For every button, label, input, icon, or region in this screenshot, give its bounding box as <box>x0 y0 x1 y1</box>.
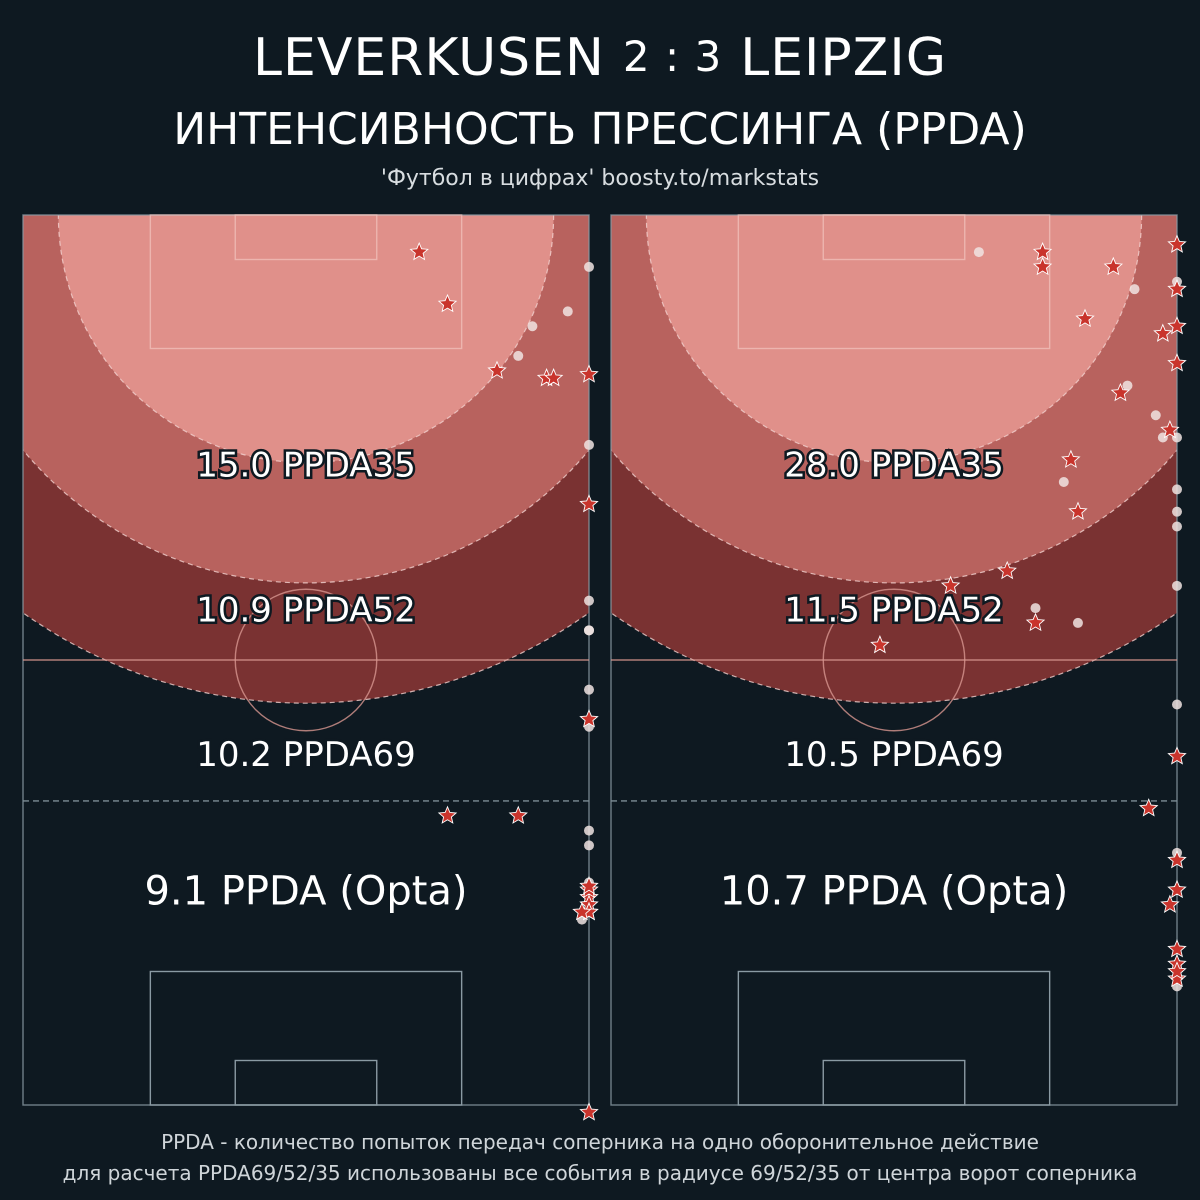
zone-border-35 <box>645 215 1143 464</box>
ppda52-label: 10.9 PPDA52 <box>196 590 416 630</box>
defensive-action-star <box>1075 308 1095 328</box>
zone-border-69 <box>23 611 589 704</box>
pass-dot <box>584 625 594 636</box>
home-team: LEVERKUSEN <box>253 28 605 88</box>
opta-ppda-label: 10.7 PPDA (Opta) <box>720 869 1068 915</box>
defensive-action-star <box>940 575 961 595</box>
pitch-leipzig: 28.0 PPDA35 11.5 PPDA52 10.5 PPDA69 10.7 PP… <box>610 214 1187 1106</box>
event-markers <box>870 234 1187 992</box>
pass-dot <box>1172 521 1182 532</box>
defensive-action-star <box>1025 612 1046 632</box>
pass-dot <box>1122 380 1133 391</box>
zone-border-52 <box>23 448 589 584</box>
defensive-action-star <box>572 902 592 921</box>
ppda35-label: 15.0 PPDA35 <box>196 446 416 486</box>
pitch-lines <box>610 214 1178 1106</box>
pass-dot <box>1172 580 1182 591</box>
defensive-action-star <box>1153 323 1173 342</box>
defensive-action-star <box>579 1102 599 1121</box>
defensive-action-star <box>1061 449 1081 468</box>
defensive-action-star <box>1167 939 1187 958</box>
six-yard-box-bottom <box>822 1059 966 1106</box>
defensive-action-star <box>437 293 458 313</box>
defensive-action-star <box>1032 256 1053 276</box>
six-yard-box-top <box>234 214 378 261</box>
ppda69-label: 10.5 PPDA69 <box>784 735 1004 775</box>
pass-dot <box>1172 506 1182 517</box>
defensive-action-star <box>508 805 528 824</box>
pass-dot <box>584 261 594 272</box>
defensive-action-star <box>1160 894 1180 913</box>
pass-dot <box>973 247 984 258</box>
zone-border-69 <box>611 611 1177 704</box>
event-markers <box>409 241 599 1121</box>
defensive-action-star <box>1167 968 1187 988</box>
pitch-leverkusen: 15.0 PPDA35 10.9 PPDA52 10.2 PPDA69 9.1 PPD… <box>22 214 599 1121</box>
defensive-action-star <box>997 560 1017 580</box>
centre-circle <box>822 588 966 732</box>
defensive-action-star <box>1167 850 1187 869</box>
six-yard-box-bottom <box>234 1059 378 1106</box>
pass-dot <box>584 684 594 695</box>
ppda-zones <box>611 215 1177 704</box>
centre-circle <box>234 588 378 732</box>
footnote-line-2: для расчета PPDA69/52/35 использованы вс… <box>62 1161 1138 1185</box>
defensive-action-star <box>1103 256 1124 276</box>
defensive-action-star <box>579 364 599 383</box>
ppda35-label: 28.0 PPDA35 <box>784 446 1004 486</box>
pass-dot <box>1150 410 1161 421</box>
penalty-box-bottom <box>737 970 1051 1106</box>
pass-dot <box>1030 603 1041 614</box>
defensive-action-star <box>543 368 564 387</box>
defensive-action-star <box>1167 316 1187 335</box>
match-title: LEVERKUSEN 2 : 3 LEIPZIG <box>0 28 1200 88</box>
defensive-action-star <box>437 805 458 824</box>
zone-35 <box>646 215 1142 463</box>
defensive-action-star <box>1167 234 1187 253</box>
pass-dot <box>1172 484 1182 495</box>
pass-dot <box>584 595 594 606</box>
pass-dot <box>584 439 594 450</box>
pitch-lines <box>22 214 590 1106</box>
defensive-action-star <box>579 709 599 728</box>
chart-subtitle: ИНТЕНСИВНОСТЬ ПРЕССИНГА (PPDA) <box>173 104 1027 155</box>
score: 2 : 3 <box>622 32 723 81</box>
defensive-action-star <box>1110 382 1131 402</box>
defensive-action-star <box>1167 746 1187 765</box>
pass-dot <box>1072 617 1083 628</box>
zone-border-52 <box>611 448 1177 584</box>
ppda69-label: 10.2 PPDA69 <box>196 735 416 775</box>
defensive-action-star <box>579 494 599 513</box>
defensive-action-star <box>579 876 599 895</box>
defensive-action-star <box>1167 961 1187 980</box>
opta-ppda-label: 9.1 PPDA (Opta) <box>144 869 467 915</box>
pass-dot <box>513 350 524 361</box>
pass-dot <box>1172 699 1182 710</box>
defensive-action-star <box>487 360 507 379</box>
pass-dot <box>584 825 594 836</box>
penalty-box-bottom <box>149 970 463 1106</box>
six-yard-box-top <box>822 214 966 261</box>
defensive-action-star <box>1068 501 1088 520</box>
pass-dot <box>527 321 538 332</box>
defensive-action-star <box>1160 419 1180 439</box>
away-team: LEIPZIG <box>740 28 947 88</box>
pass-dot <box>562 306 573 317</box>
defensive-action-star <box>1167 279 1187 298</box>
defensive-action-star <box>1167 353 1187 372</box>
ppda52-label: 11.5 PPDA52 <box>784 590 1004 630</box>
pass-dot <box>1058 477 1069 487</box>
defensive-action-star <box>1032 241 1053 261</box>
defensive-action-star <box>870 635 890 654</box>
footnote-line-1: PPDA - количество попыток передач соперн… <box>161 1130 1039 1154</box>
zone-35 <box>58 215 554 463</box>
defensive-action-star <box>1138 798 1159 817</box>
defensive-action-star <box>1167 879 1187 899</box>
defensive-action-star <box>409 241 429 261</box>
source-credit: 'Футбол в цифрах' boosty.to/markstats <box>380 166 820 191</box>
zone-border-35 <box>57 215 555 464</box>
pass-dot <box>584 840 594 851</box>
pass-dot <box>1129 284 1140 295</box>
